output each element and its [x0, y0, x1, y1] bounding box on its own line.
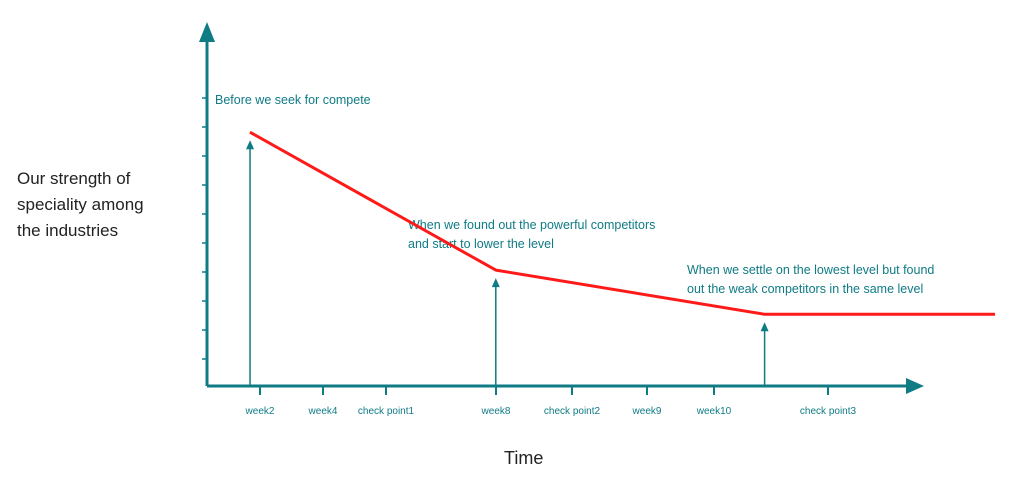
- annotation-arrow-head: [491, 278, 500, 288]
- x-tick-label: week10: [696, 406, 732, 417]
- y-axis-label-line: Our strength of: [17, 169, 131, 188]
- x-tick-label: check point3: [800, 406, 857, 417]
- y-axis-label: Our strength of speciality among the ind…: [17, 166, 197, 244]
- x-tick-label: check point1: [358, 406, 415, 417]
- annotation-text: and start to lower the level: [408, 237, 554, 251]
- x-axis-arrowhead: [906, 378, 924, 394]
- annotation-text: When we settle on the lowest level but f…: [687, 263, 934, 277]
- x-axis-label: Time: [504, 448, 544, 468]
- annotation-text: Before we seek for compete: [215, 93, 371, 107]
- y-axis-label-line: the industries: [17, 221, 119, 240]
- annotation-arrow-head: [246, 140, 255, 150]
- x-tick-label: week8: [481, 406, 511, 417]
- annotation-text: When we found out the powerful competito…: [408, 218, 655, 232]
- annotation-arrow-head: [760, 322, 769, 332]
- y-axis-label-line: speciality among: [17, 195, 144, 214]
- x-tick-label: week9: [632, 406, 662, 417]
- annotation-text: out the weak competitors in the same lev…: [687, 282, 923, 296]
- x-tick-label: check point2: [544, 406, 601, 417]
- y-axis-arrowhead: [199, 22, 215, 42]
- series-line: [249, 130, 995, 316]
- x-tick-label: week4: [308, 406, 338, 417]
- x-tick-label: week2: [245, 406, 275, 417]
